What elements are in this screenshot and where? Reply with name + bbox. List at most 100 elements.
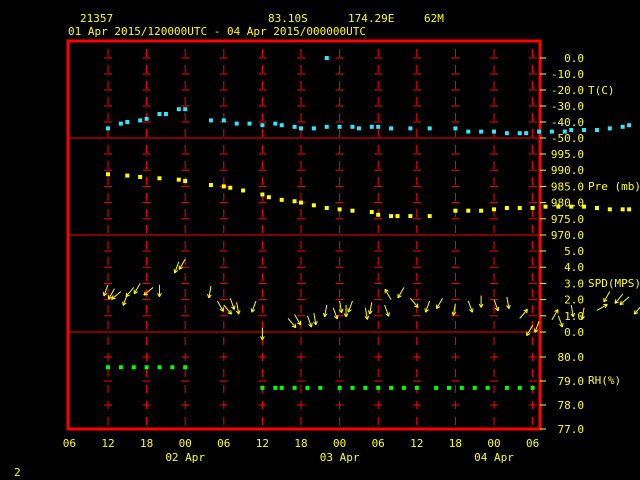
x-tick-labels: 06 12 18 00 06 12 18 00 06 12 18 00 06 (63, 437, 539, 450)
y-tick-label: -10.0 (551, 68, 584, 81)
humidity-point (504, 385, 509, 390)
pressure-point (453, 208, 458, 213)
wind-arrow (424, 300, 431, 313)
humidity-point (414, 385, 419, 390)
pressure-point (369, 210, 374, 215)
humidity-point (434, 385, 439, 390)
wind-arrow (133, 283, 141, 295)
temperature-point (504, 131, 509, 136)
day-label: 04 Apr (474, 451, 514, 464)
x-tick-label: 18 (449, 437, 462, 450)
elevation: 62M (424, 12, 444, 25)
temperature-point (389, 126, 394, 131)
temperature-point (549, 129, 554, 134)
pressure-point (376, 212, 381, 217)
wind-series (102, 258, 640, 341)
pressure-point (594, 206, 599, 210)
humidity-point (376, 385, 381, 390)
temperature-point (234, 121, 239, 126)
wind-arrow (107, 288, 115, 300)
temperature-point (337, 124, 342, 129)
temperature-point (299, 126, 303, 131)
humidity-point (401, 385, 406, 390)
day-labels: 02 Apr 03 Apr 04 Apr (165, 451, 514, 464)
longitude: 174.29E (348, 12, 394, 25)
pressure-point (279, 197, 284, 202)
humidity-point (472, 385, 477, 390)
temperature-point (279, 123, 284, 128)
wind-arrow (614, 293, 624, 304)
wind-arrow (519, 308, 528, 319)
pressure-point (228, 185, 233, 190)
temperature-point (208, 118, 213, 123)
x-tick-label: 00 (487, 437, 500, 450)
wind-arrow (367, 302, 373, 315)
temperature-point (157, 112, 162, 116)
y-tick-label: 3.0 (564, 277, 584, 290)
x-tick-label: 06 (526, 437, 539, 450)
wind-arrow (570, 304, 576, 318)
humidity-point (459, 385, 464, 390)
wind-arrow (216, 300, 224, 312)
y-axis-label: RH(%) (588, 374, 621, 387)
y-tick-label: 990.0 (551, 164, 584, 177)
pressure-point (427, 214, 432, 219)
temperature-point (524, 131, 529, 136)
x-tick-label: 12 (101, 437, 114, 450)
pressure-point (183, 179, 188, 183)
humidity-point (389, 385, 394, 390)
y-tick-label: -50.0 (551, 132, 584, 145)
wind-arrow (178, 258, 186, 270)
wind-arrow (223, 304, 233, 315)
temperature-point (427, 126, 432, 131)
wind-arrow (322, 304, 328, 318)
pressure-point (299, 200, 303, 205)
y-tick-label: 80.0 (558, 351, 585, 364)
pressure-point (324, 206, 329, 210)
wind-arrow (533, 321, 540, 333)
temperature-point (356, 126, 361, 131)
pressure-point (466, 208, 471, 213)
humidity-point (260, 385, 265, 390)
humidity-point (305, 385, 310, 390)
y-tick-label: 995.0 (551, 148, 584, 161)
temperature-point (176, 107, 181, 112)
pressure-point (241, 188, 246, 193)
wind-arrow (467, 300, 474, 313)
wind-arrow (102, 284, 109, 297)
pressure-point (260, 192, 265, 197)
x-tick-label: 12 (410, 437, 423, 450)
pressure-point (221, 184, 226, 189)
day-label: 02 Apr (165, 451, 205, 464)
wind-arrow (557, 315, 564, 328)
temperature-point (125, 120, 130, 124)
wind-arrow (173, 261, 180, 274)
pressure-point (556, 204, 561, 209)
wind-arrow (313, 313, 318, 326)
pressure-point (582, 204, 587, 209)
y-axis-labels: T(C) Pre (mb) SPD(MPS) RH(%) (588, 84, 640, 387)
humidity-point (106, 365, 110, 370)
pressure-point (350, 208, 355, 213)
temperature-point (627, 123, 632, 128)
station-id: 21357 (80, 12, 113, 25)
y-tick-label: 970.0 (551, 229, 584, 242)
pressure-point (106, 172, 110, 177)
temperature-point (183, 107, 188, 112)
wind-arrow (207, 286, 212, 299)
temperature-point (594, 128, 599, 132)
x-tick-label: 18 (140, 437, 153, 450)
y-tick-label: -30.0 (551, 100, 584, 113)
x-tick-label: 00 (333, 437, 346, 450)
humidity-point (292, 385, 297, 390)
pressure-point (479, 208, 484, 213)
temperature-point (492, 129, 496, 134)
temperature-point (582, 128, 587, 132)
wind-arrow (347, 300, 353, 313)
humidity-series (106, 365, 535, 390)
wind-arrow (506, 296, 511, 310)
temperature-point (118, 121, 123, 126)
day-label: 03 Apr (320, 451, 360, 464)
wind-arrow (478, 295, 484, 308)
pressure-point (208, 183, 213, 188)
